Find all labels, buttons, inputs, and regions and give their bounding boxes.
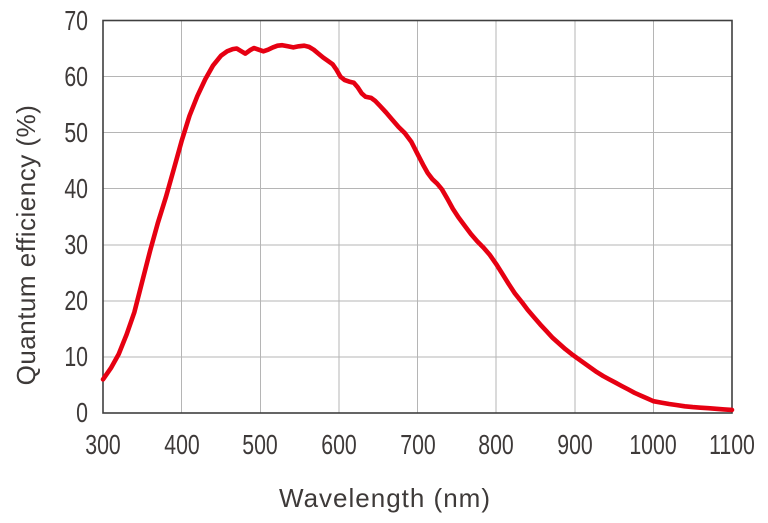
x-tick-label: 500: [242, 429, 279, 460]
y-tick-label: 20: [64, 284, 88, 316]
x-axis-title: Wavelength (nm): [279, 483, 491, 513]
x-tick-label: 1100: [709, 429, 755, 460]
x-tick-label: 1000: [629, 429, 678, 460]
x-tick-label: 400: [163, 429, 200, 460]
qe-curve: [100, 42, 735, 413]
y-tick-label: 30: [64, 228, 88, 260]
x-tick-label: 600: [321, 429, 357, 460]
x-tick-label: 300: [85, 429, 121, 460]
y-tick-label: 60: [64, 60, 88, 92]
y-tick-label: 10: [64, 340, 88, 372]
x-tick-label: 800: [478, 429, 514, 460]
y-tick-label: 0: [76, 397, 88, 428]
gridlines: [103, 20, 732, 413]
y-tick-label: 50: [64, 116, 88, 148]
y-tick-label: 70: [64, 4, 88, 36]
y-tick-label: 40: [64, 172, 88, 204]
plot-border: [102, 19, 733, 414]
x-tick-label: 900: [556, 429, 593, 460]
x-tick-label: 700: [399, 429, 436, 460]
